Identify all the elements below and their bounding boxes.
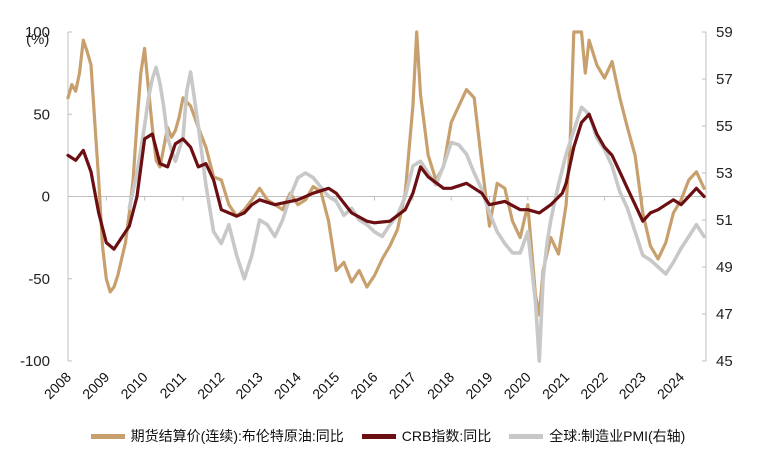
series-line-pmi	[127, 65, 706, 363]
right-axis-tick-label: 45	[716, 353, 733, 370]
legend-swatch-pmi	[509, 433, 544, 439]
legend-item-crb: CRB指数:同比	[361, 426, 492, 446]
x-axis-tick-label: 2020	[501, 369, 534, 402]
right-axis-tick-label: 49	[716, 259, 733, 276]
legend: 期货结算价(连续):布伦特原油:同比 CRB指数:同比 全球:制造业PMI(右轴…	[0, 424, 776, 448]
x-axis-tick-label: 2017	[386, 369, 419, 402]
left-axis-tick-label: 0	[42, 189, 50, 206]
x-axis-tick-label: 2016	[347, 369, 380, 402]
x-axis: 2008 2009 2010 2011 2012 2013 2014 2015 2016 2017…	[41, 196, 706, 402]
legend-item-pmi: 全球:制造业PMI(右轴)	[509, 426, 685, 446]
right-axis-tick-label: 59	[716, 24, 733, 41]
x-axis-tick-label: 2021	[539, 369, 572, 402]
x-axis-tick-label: 2009	[79, 369, 112, 402]
right-axis-tick-label: 51	[716, 212, 733, 229]
left-axis-tick-label: 100	[25, 24, 50, 41]
legend-item-brent: 期货结算价(连续):布伦特原油:同比	[90, 426, 344, 446]
legend-label-brent: 期货结算价(连续):布伦特原油:同比	[130, 428, 344, 444]
right-axis: 45 47 49 51 53 55 57 59	[702, 24, 733, 370]
x-axis-tick-label: 2022	[577, 369, 610, 402]
x-axis-tick-label: 2013	[232, 369, 265, 402]
legend-label-pmi: 全球:制造业PMI(右轴)	[549, 428, 686, 444]
right-axis-tick-label: 47	[716, 306, 733, 323]
legend-swatch-brent	[90, 433, 125, 439]
legend-label-crb: CRB指数:同比	[401, 428, 492, 444]
series-layer	[66, 30, 706, 363]
x-axis-tick-label: 2014	[271, 369, 304, 402]
x-axis-tick-label: 2011	[156, 369, 189, 402]
x-axis-tick-label: 2008	[41, 369, 74, 402]
left-axis-tick-label: 50	[33, 106, 50, 123]
left-axis-tick-label: -50	[28, 271, 50, 288]
x-axis-tick-label: 2010	[117, 369, 150, 402]
x-axis-tick-label: 2019	[462, 369, 495, 402]
right-axis-tick-label: 55	[716, 118, 733, 135]
x-axis-tick-label: 2015	[309, 369, 342, 402]
left-axis-tick-label: -100	[20, 353, 50, 370]
x-axis-tick-label: 2018	[424, 369, 457, 402]
x-axis-tick-label: 2023	[616, 369, 649, 402]
right-axis-tick-label: 57	[716, 71, 733, 88]
left-axis-unit-label: (%)	[26, 31, 49, 48]
series-line-brent	[66, 30, 706, 317]
x-axis-tick-label: 2012	[194, 369, 227, 402]
right-axis-tick-label: 53	[716, 165, 733, 182]
series-line-crb	[66, 112, 706, 251]
x-axis-tick-label: 2024	[654, 369, 687, 402]
left-axis: -100 -50 0 50 100	[20, 24, 72, 370]
legend-swatch-crb	[361, 433, 396, 439]
